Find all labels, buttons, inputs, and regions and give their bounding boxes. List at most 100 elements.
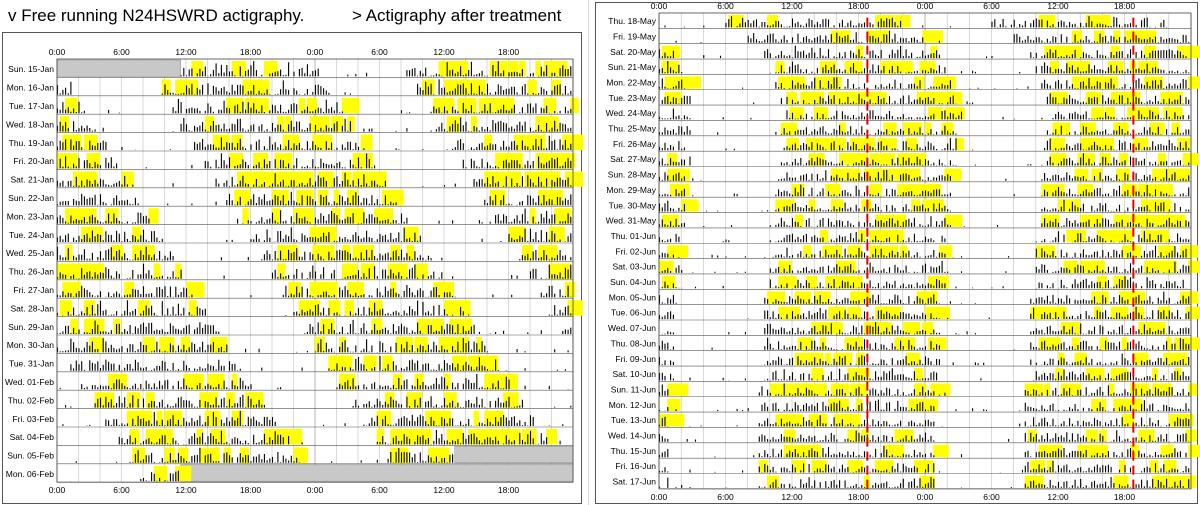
- light-exposure-patch: [226, 97, 244, 114]
- x-tick-label-top: 12:00: [175, 47, 197, 57]
- light-exposure-series: [667, 383, 1198, 396]
- light-exposure-patch: [449, 61, 469, 77]
- light-exposure-patch: [328, 226, 337, 242]
- x-tick-label-top: 0:00: [917, 1, 934, 11]
- light-exposure-patch: [1113, 398, 1125, 412]
- light-exposure-patch: [239, 447, 249, 463]
- light-exposure-patch: [808, 352, 824, 366]
- light-exposure-patch: [1149, 460, 1159, 473]
- light-exposure-patch: [444, 373, 451, 390]
- light-exposure-patch: [1149, 122, 1165, 135]
- light-exposure-patch: [546, 429, 557, 445]
- light-exposure-patch: [261, 97, 269, 114]
- light-exposure-patch: [371, 318, 383, 334]
- light-exposure-patch: [925, 61, 936, 74]
- light-exposure-patch: [944, 107, 955, 120]
- light-exposure-patch: [333, 189, 340, 206]
- light-exposure-patch: [231, 373, 238, 390]
- light-exposure-patch: [210, 337, 228, 353]
- row-label: Fri. 26-May: [613, 139, 657, 149]
- row-label: Tue. 24-Jan: [9, 230, 54, 240]
- light-exposure-patch: [148, 208, 159, 224]
- light-exposure-series: [659, 414, 1194, 427]
- row-label: Sat. 10-Jun: [613, 369, 657, 379]
- activity-bars: [118, 429, 561, 445]
- missing-data-band: [56, 59, 181, 77]
- light-exposure-patch: [1082, 137, 1092, 151]
- light-exposure-patch: [272, 189, 289, 206]
- light-exposure-patch: [927, 107, 943, 120]
- light-exposure-patch: [363, 355, 377, 371]
- row-label: Sat. 20-May: [610, 47, 657, 57]
- light-exposure-patch: [1171, 122, 1180, 135]
- x-tick-label-bottom: 0:00: [49, 485, 66, 495]
- light-exposure-patch: [1121, 183, 1138, 197]
- light-exposure-patch: [1152, 183, 1173, 197]
- activity-bars: [658, 260, 1190, 273]
- light-exposure-patch: [62, 263, 82, 279]
- light-exposure-patch: [543, 171, 560, 187]
- light-exposure-patch: [521, 134, 536, 150]
- activity-bars: [56, 153, 572, 169]
- light-exposure-patch: [390, 447, 398, 463]
- activity-bars: [56, 117, 572, 132]
- light-exposure-patch: [387, 263, 408, 279]
- light-exposure-patch: [1063, 45, 1083, 59]
- row-label: Mon. 30-Jan: [7, 340, 55, 350]
- light-exposure-patch: [872, 322, 881, 335]
- x-tick-label-top: 18:00: [240, 47, 262, 57]
- light-exposure-patch: [513, 153, 523, 169]
- light-exposure-patch: [786, 91, 798, 105]
- light-exposure-patch: [65, 208, 82, 224]
- light-exposure-patch: [894, 429, 914, 442]
- light-exposure-patch: [1077, 183, 1094, 197]
- light-exposure-patch: [1118, 460, 1126, 473]
- light-exposure-patch: [830, 168, 851, 181]
- light-exposure-patch: [1188, 260, 1200, 273]
- light-exposure-patch: [81, 226, 97, 242]
- light-exposure-patch: [1094, 137, 1114, 151]
- light-exposure-patch: [1071, 61, 1078, 74]
- light-exposure-patch: [234, 189, 245, 206]
- light-exposure-patch: [1105, 107, 1115, 120]
- activity-bars: [658, 125, 1190, 135]
- light-exposure-patch: [1132, 30, 1144, 43]
- light-exposure-patch: [1174, 168, 1189, 181]
- light-exposure-patch: [783, 306, 801, 319]
- light-exposure-patch: [535, 134, 546, 150]
- light-exposure-patch: [535, 61, 541, 77]
- light-exposure-patch: [505, 373, 518, 390]
- light-exposure-patch: [551, 79, 562, 95]
- light-exposure-series: [57, 153, 576, 169]
- light-exposure-patch: [317, 189, 329, 206]
- light-exposure-patch: [1044, 383, 1050, 396]
- light-exposure-patch: [83, 134, 98, 150]
- light-exposure-patch: [905, 352, 920, 366]
- row-label: Thu. 18-May: [608, 16, 656, 26]
- light-exposure-patch: [457, 300, 471, 316]
- light-exposure-patch: [1143, 45, 1156, 59]
- light-exposure-patch: [811, 368, 824, 381]
- light-exposure-patch: [277, 116, 285, 132]
- activity-bars: [56, 79, 572, 95]
- light-exposure-patch: [861, 429, 869, 442]
- light-exposure-patch: [1157, 260, 1177, 273]
- light-exposure-patch: [786, 76, 793, 89]
- light-exposure-patch: [204, 116, 215, 132]
- activity-bars: [75, 447, 454, 463]
- activity-bars: [56, 263, 572, 279]
- light-exposure-patch: [911, 199, 921, 212]
- activity-bars: [658, 108, 1190, 120]
- light-exposure-patch: [1046, 460, 1053, 473]
- light-exposure-patch: [850, 291, 871, 304]
- activity-bars: [658, 383, 1190, 396]
- activity-bars: [658, 460, 1190, 473]
- light-exposure-patch: [336, 355, 353, 371]
- x-tick-label-top: 0:00: [49, 47, 66, 57]
- light-exposure-patch: [1157, 153, 1166, 166]
- light-exposure-patch: [803, 245, 812, 258]
- activity-bars: [661, 93, 1190, 105]
- light-exposure-patch: [65, 97, 78, 114]
- light-exposure-patch: [814, 76, 836, 89]
- light-exposure-patch: [894, 337, 916, 350]
